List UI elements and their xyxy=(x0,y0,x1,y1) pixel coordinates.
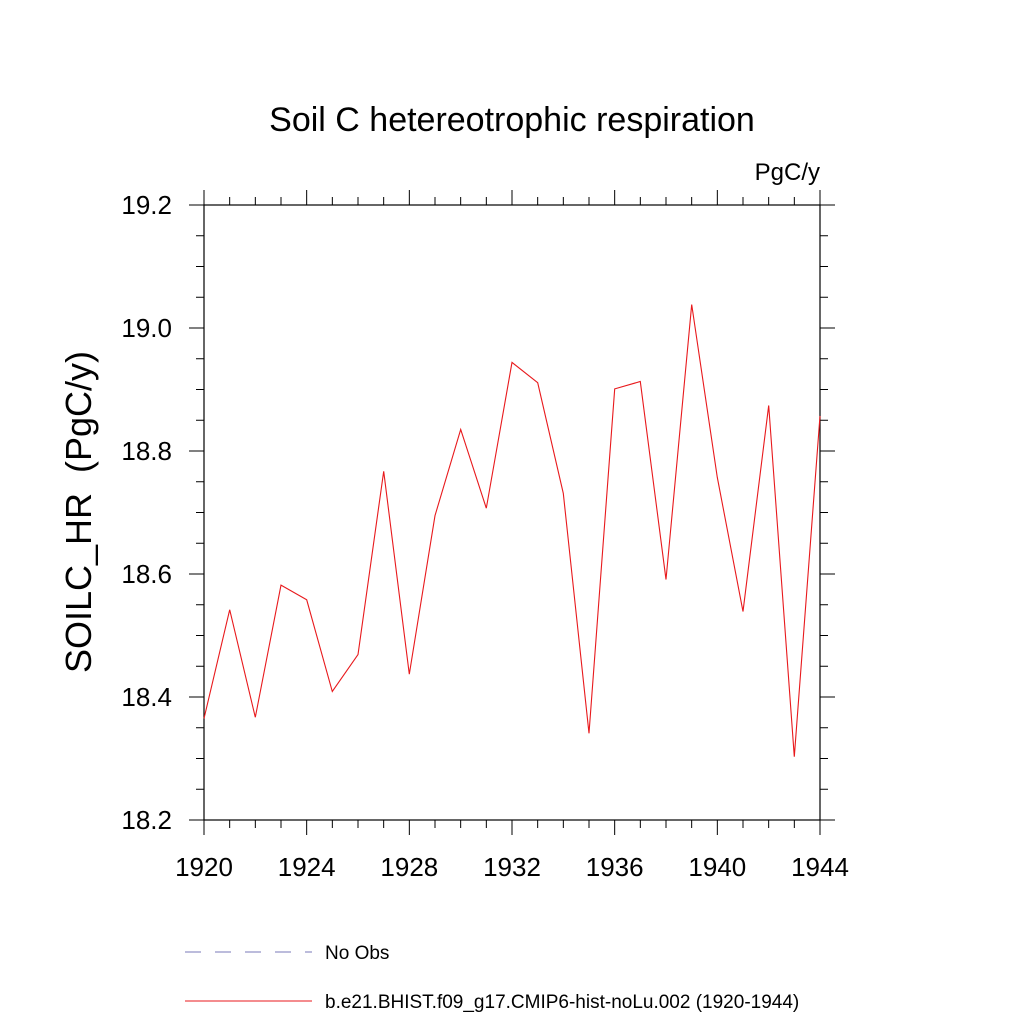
x-tick-label: 1928 xyxy=(380,852,438,882)
data-point xyxy=(383,471,384,472)
data-point xyxy=(409,674,410,675)
data-point xyxy=(819,415,820,416)
data-point xyxy=(332,691,333,692)
y-tick-label: 19.2 xyxy=(121,190,172,220)
x-tick-label: 1924 xyxy=(278,852,336,882)
data-point xyxy=(717,477,718,478)
data-point xyxy=(588,733,589,734)
data-point xyxy=(691,304,692,305)
chart-title: Soil C hetereotrophic respiration xyxy=(269,101,755,139)
legend-no-obs-label: No Obs xyxy=(325,943,389,964)
legend-series-label: b.e21.BHIST.f09_g17.CMIP6-hist-noLu.002 … xyxy=(325,992,799,1013)
data-point xyxy=(229,609,230,610)
data-point xyxy=(742,611,743,612)
x-tick-label: 1940 xyxy=(688,852,746,882)
data-point xyxy=(537,382,538,383)
x-tick-label: 1932 xyxy=(483,852,541,882)
data-point xyxy=(460,429,461,430)
x-tick-label: 1944 xyxy=(791,852,849,882)
x-tick-label: 1920 xyxy=(175,852,233,882)
data-point xyxy=(614,388,615,389)
data-point xyxy=(640,381,641,382)
data-point xyxy=(306,599,307,600)
x-tick-label: 1936 xyxy=(586,852,644,882)
series-layer xyxy=(203,304,821,757)
y-tick-label: 18.2 xyxy=(121,805,172,835)
y-tick-label: 18.4 xyxy=(121,682,172,712)
units-label: PgC/y xyxy=(755,159,820,186)
data-point xyxy=(434,515,435,516)
data-point xyxy=(280,584,281,585)
series-line xyxy=(203,304,821,757)
data-point xyxy=(768,405,769,406)
data-point xyxy=(486,508,487,509)
y-tick-label: 18.8 xyxy=(121,436,172,466)
axis-ticks: 1920 1924 1928 1932 1936 1940 1944 18.2 18.4 18.6… xyxy=(121,190,849,882)
plot-frame xyxy=(203,204,821,821)
data-point xyxy=(794,756,795,757)
data-point xyxy=(563,493,564,494)
y-axis-label: SOILC_HR (PgC/y) xyxy=(58,351,99,673)
data-point xyxy=(203,718,204,719)
y-tick-label: 18.6 xyxy=(121,559,172,589)
data-point xyxy=(357,654,358,655)
data-point xyxy=(665,579,666,580)
data-point xyxy=(255,717,256,718)
data-point xyxy=(511,362,512,363)
y-tick-label: 19.0 xyxy=(121,313,172,343)
